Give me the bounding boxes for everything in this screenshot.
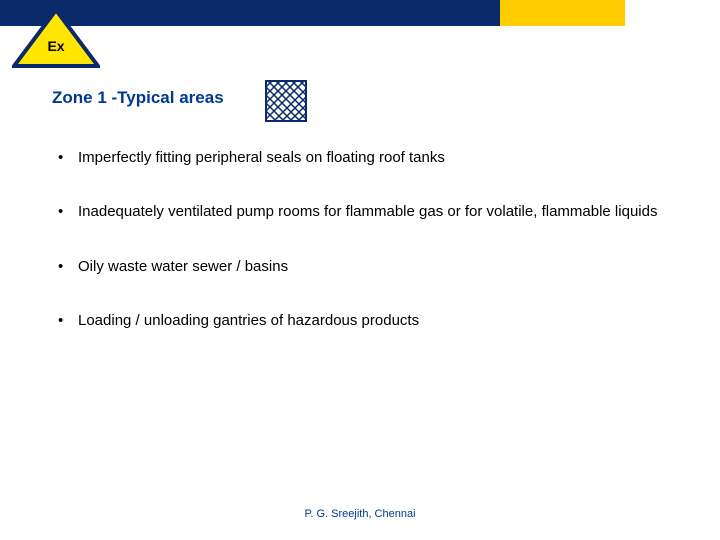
- header-yellow-segment: [500, 0, 625, 26]
- ex-badge-label: Ex: [12, 38, 100, 54]
- list-item: Oily waste water sewer / basins: [52, 257, 672, 277]
- list-item: Loading / unloading gantries of hazardou…: [52, 311, 672, 331]
- slide-title: Zone 1 -Typical areas: [52, 88, 672, 108]
- list-item: Imperfectly fitting peripheral seals on …: [52, 148, 672, 168]
- ex-badge: Ex: [12, 8, 100, 68]
- bullet-list: Imperfectly fitting peripheral seals on …: [52, 148, 672, 331]
- header-bar: [0, 0, 720, 26]
- list-item: Inadequately ventilated pump rooms for f…: [52, 202, 672, 222]
- footer-credit: P. G. Sreejith, Chennai: [0, 508, 720, 520]
- slide-content: Zone 1 -Typical areas Imperfectly fittin…: [52, 88, 672, 365]
